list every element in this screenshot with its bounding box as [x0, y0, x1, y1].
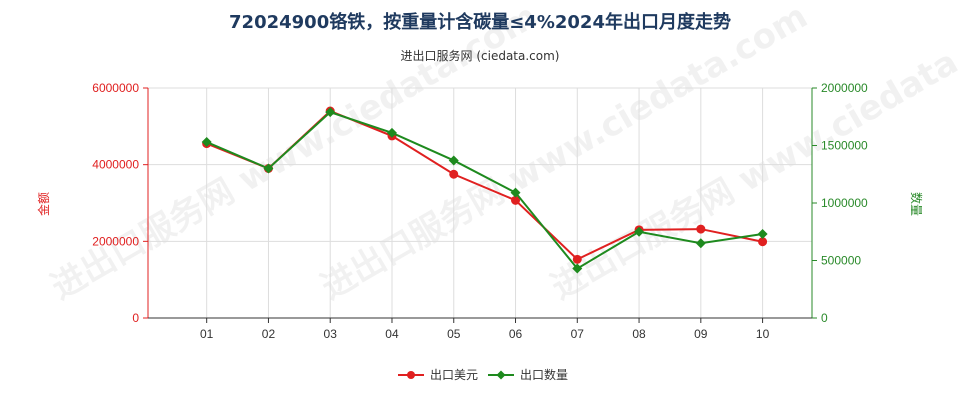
left-axis-title: 金额: [36, 192, 51, 216]
x-tick-label: 02: [262, 327, 276, 341]
legend-item-quantity[interactable]: 出口数量: [488, 367, 568, 382]
chart-title: 72024900铬铁，按重量计含碳量≤4%2024年出口月度走势: [229, 11, 731, 33]
x-tick-label: 08: [632, 327, 646, 341]
data-point-quantity[interactable]: [695, 238, 706, 249]
right-tick-label: 2000000: [821, 81, 868, 95]
legend: 出口美元 出口数量: [398, 367, 568, 382]
x-tick-label: 07: [571, 327, 585, 341]
data-point-amount[interactable]: [758, 237, 768, 247]
x-tick-label: 06: [509, 327, 523, 341]
data-point-quantity[interactable]: [634, 226, 645, 237]
series-line-quantity: [206, 111, 763, 270]
legend-marker-circle: [407, 371, 415, 379]
data-point-amount[interactable]: [572, 254, 582, 264]
data-point-quantity[interactable]: [201, 137, 212, 148]
x-tick-label: 01: [200, 327, 214, 341]
data-point-quantity[interactable]: [572, 263, 583, 274]
chart-subtitle: 进出口服务网 (ciedata.com): [401, 48, 560, 63]
left-tick-label: 6000000: [92, 81, 139, 95]
x-tick-label: 05: [447, 327, 461, 341]
data-point-quantity[interactable]: [263, 163, 274, 174]
data-point-amount[interactable]: [449, 169, 459, 179]
right-tick-label: 1000000: [821, 196, 868, 210]
x-tick-label: 10: [756, 327, 770, 341]
right-axis-title: 数量: [909, 192, 924, 216]
axes-layer: 0 2000000 4000000 6000000 0 500000 1000000 1500…: [92, 81, 868, 341]
series-layer: [201, 106, 768, 274]
right-tick-label: 0: [821, 311, 828, 325]
left-tick-label: 4000000: [92, 158, 139, 172]
x-tick-label: 04: [385, 327, 399, 341]
data-point-quantity[interactable]: [757, 229, 768, 240]
left-tick-label: 2000000: [92, 234, 139, 248]
left-tick-label: 0: [132, 311, 139, 325]
legend-label: 出口美元: [430, 368, 478, 382]
data-point-quantity[interactable]: [448, 155, 459, 166]
legend-marker-diamond: [496, 370, 506, 380]
data-point-quantity[interactable]: [386, 127, 397, 138]
legend-label: 出口数量: [520, 367, 568, 382]
right-tick-label: 500000: [821, 254, 861, 268]
watermark-text: 进出口服务网 www.ciedata.com: [45, 0, 545, 308]
data-point-amount[interactable]: [696, 224, 706, 234]
x-tick-label: 09: [694, 327, 708, 341]
data-point-amount[interactable]: [511, 195, 521, 205]
right-tick-label: 1500000: [821, 139, 868, 153]
data-point-quantity[interactable]: [510, 187, 521, 198]
x-tick-label: 03: [324, 327, 338, 341]
data-point-quantity[interactable]: [325, 107, 336, 118]
legend-item-amount[interactable]: 出口美元: [398, 368, 478, 382]
